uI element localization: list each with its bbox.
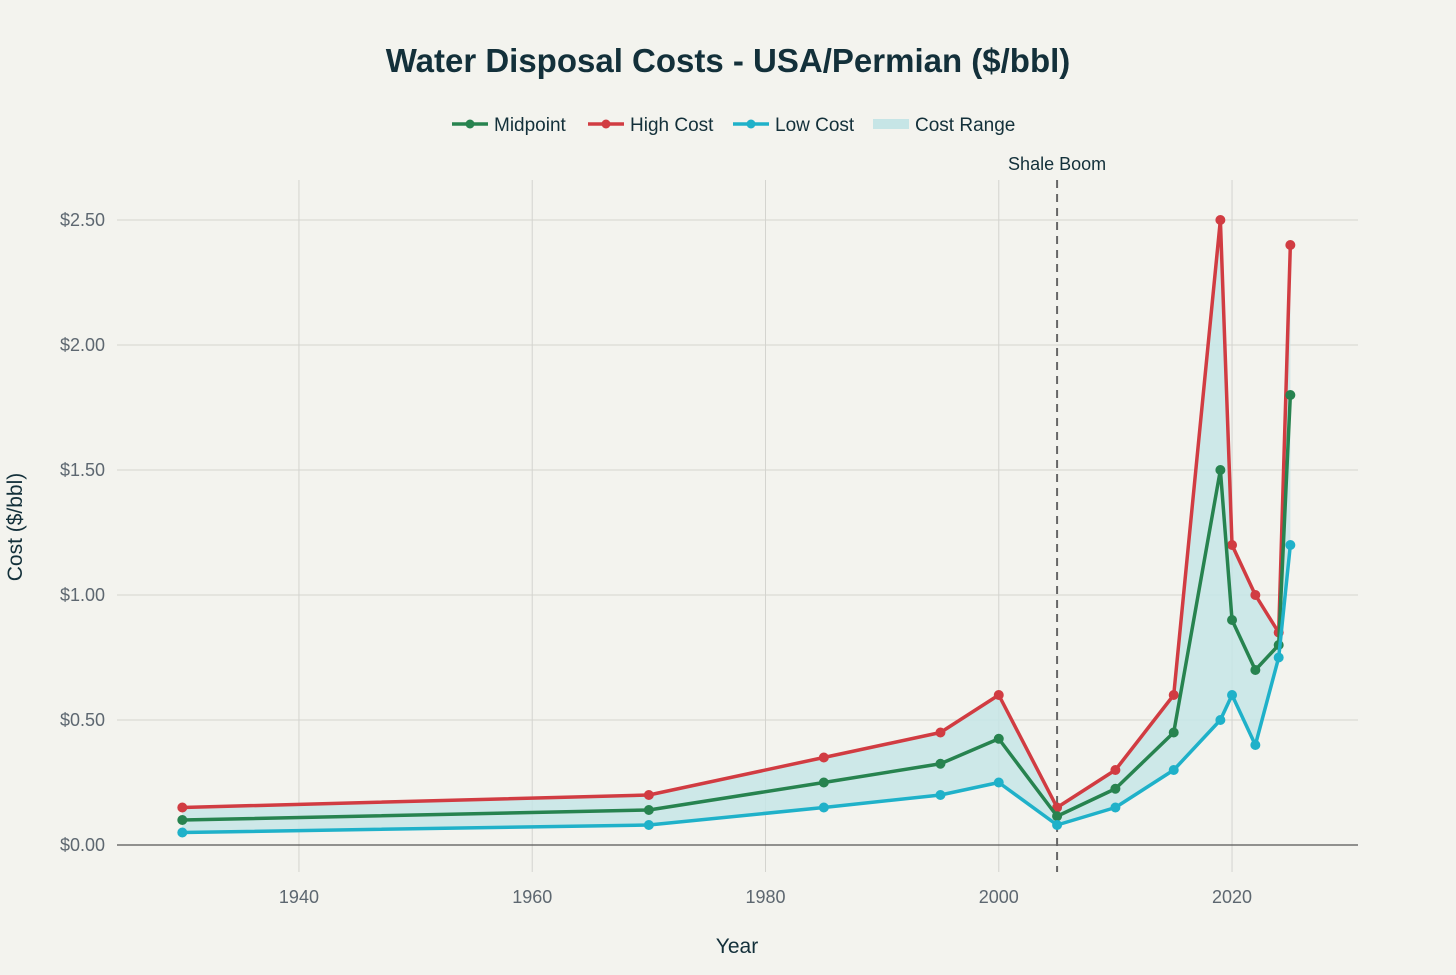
high-cost-point — [177, 802, 188, 813]
low-cost-point — [993, 777, 1004, 788]
y-tick-label: $0.00 — [60, 835, 105, 855]
midpoint-point — [935, 758, 946, 769]
high-cost-point — [1052, 802, 1063, 813]
midpoint-point — [1227, 615, 1238, 625]
high-cost-point — [1285, 240, 1296, 250]
plot-area: Shale Boom — [177, 154, 1296, 872]
midpoint-point — [643, 805, 654, 815]
high-cost-point — [1110, 765, 1121, 775]
legend-item-cost-range: Cost Range — [873, 115, 1015, 136]
low-cost-point — [1215, 715, 1226, 725]
low-cost-point — [177, 827, 188, 838]
midpoint-point — [1110, 783, 1121, 794]
y-axis-label: Cost ($/bbl) — [4, 473, 27, 582]
y-tick-label: $2.50 — [60, 210, 105, 230]
shale-boom-annotation: Shale Boom — [1008, 154, 1106, 174]
low-cost-point — [935, 790, 946, 800]
grid: 1940 1960 1980 2000 2020 $0.00 $0.50 $1.00 $1.50… — [60, 180, 1358, 907]
high-cost-point — [1250, 590, 1261, 600]
high-cost-point — [818, 752, 829, 763]
legend-swatch — [873, 119, 909, 129]
low-cost-point — [1168, 765, 1179, 775]
midpoint-point — [993, 733, 1004, 744]
midpoint-point — [1215, 465, 1226, 475]
legend-label: High Cost — [630, 115, 714, 136]
y-tick-label: $1.50 — [60, 460, 105, 480]
x-tick-label: 1960 — [512, 887, 552, 907]
high-cost-point — [993, 690, 1004, 700]
midpoint-point — [1052, 811, 1063, 822]
low-cost-point — [1052, 820, 1063, 830]
low-cost-point — [818, 802, 829, 813]
y-tick-label: $1.00 — [60, 585, 105, 605]
x-tick-label: 1940 — [279, 887, 319, 907]
midpoint-point — [1285, 390, 1296, 400]
high-cost-point — [935, 727, 946, 738]
legend-item-midpoint: Midpoint — [452, 115, 567, 136]
high-cost-point — [1168, 690, 1179, 700]
x-tick-label: 1980 — [745, 887, 785, 907]
cost-range-band — [182, 220, 1291, 833]
legend-marker — [746, 119, 756, 129]
midpoint-point — [1168, 727, 1179, 738]
chart-title: Water Disposal Costs - USA/Permian ($/bb… — [386, 42, 1071, 79]
legend: Midpoint High Cost Low Cost Cost Range — [452, 115, 1015, 136]
midpoint-point — [177, 815, 188, 825]
x-tick-label: 2000 — [979, 887, 1019, 907]
high-cost-point — [1215, 215, 1226, 225]
low-cost-point — [1110, 802, 1121, 813]
x-axis-label: Year — [716, 935, 758, 958]
low-cost-point — [1250, 740, 1261, 750]
legend-marker — [465, 119, 475, 129]
legend-item-low-cost: Low Cost — [733, 115, 855, 136]
midpoint-point — [818, 777, 829, 788]
low-cost-point — [643, 820, 654, 830]
low-cost-point — [1273, 652, 1284, 663]
legend-label: Cost Range — [915, 115, 1015, 136]
low-cost-point — [1285, 540, 1296, 550]
high-cost-point — [1227, 540, 1238, 550]
low-cost-point — [1227, 690, 1238, 700]
legend-marker — [601, 119, 611, 129]
high-cost-line — [182, 218, 1293, 810]
x-tick-label: 2020 — [1212, 887, 1252, 907]
high-cost-point — [643, 790, 654, 800]
y-tick-label: $2.00 — [60, 335, 105, 355]
legend-label: Low Cost — [775, 115, 855, 136]
legend-item-high-cost: High Cost — [588, 115, 714, 136]
y-tick-label: $0.50 — [60, 710, 105, 730]
midpoint-point — [1250, 665, 1261, 675]
legend-label: Midpoint — [494, 115, 567, 136]
